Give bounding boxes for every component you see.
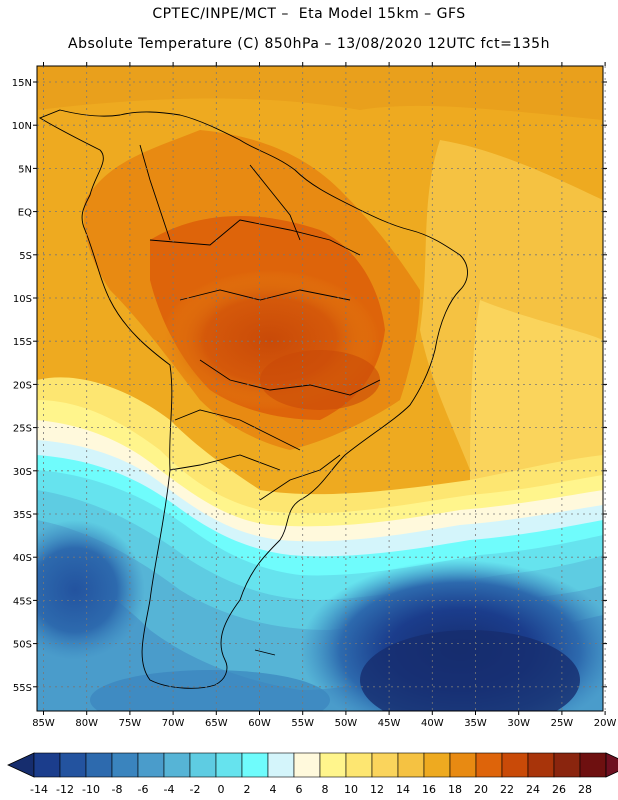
coastline [38, 109, 468, 689]
colorbar-swatch [553, 752, 581, 778]
colorbar-swatch [345, 752, 373, 778]
colorbar-label: -6 [138, 783, 149, 796]
colorbar-label: -14 [30, 783, 48, 796]
lon-label: 25W [551, 718, 574, 729]
colorbar-swatch [475, 752, 503, 778]
lon-label: 40W [421, 718, 444, 729]
lon-label: 45W [378, 718, 401, 729]
colorbar-swatch [215, 752, 243, 778]
lat-label: 15S [13, 337, 32, 348]
chart-subtitle: Absolute Temperature (C) 850hPa – 13/08/… [68, 36, 550, 52]
colorbar-low-arrow [7, 752, 35, 778]
colorbar-high-arrow [605, 752, 618, 778]
colorbar-swatch [163, 752, 191, 778]
lat-label: 25S [13, 424, 32, 435]
colorbar-swatch [319, 752, 347, 778]
colorbar-label: 24 [526, 783, 540, 796]
lon-label: 85W [32, 718, 55, 729]
colorbar-swatch [501, 752, 529, 778]
colorbar-swatch [423, 752, 451, 778]
lon-label: 65W [205, 718, 228, 729]
colorbar-swatch [189, 752, 217, 778]
colorbar-swatch [137, 752, 165, 778]
colorbar-swatch [449, 752, 477, 778]
colorbar-label: -2 [190, 783, 201, 796]
lat-label: 5S [19, 251, 32, 262]
colorbar-label: -10 [82, 783, 100, 796]
colorbar-swatch [371, 752, 399, 778]
lon-label: 35W [464, 718, 487, 729]
lat-label: 5N [18, 164, 32, 175]
colorbar-label: 8 [322, 783, 329, 796]
colorbar-label: 0 [218, 783, 225, 796]
map-frame [36, 65, 604, 712]
colorbar-label: -8 [112, 783, 123, 796]
lat-label: 35S [13, 510, 32, 521]
lat-label: 40S [13, 553, 32, 564]
lon-label: 30W [507, 718, 530, 729]
colorbar-swatch [293, 752, 321, 778]
chart-title: CPTEC/INPE/MCT – Eta Model 15km – GFS [152, 6, 466, 22]
colorbar-label: 16 [422, 783, 436, 796]
colorbar-swatch [85, 752, 113, 778]
colorbar-swatch [59, 752, 87, 778]
lon-label: 80W [75, 718, 98, 729]
lon-label: 70W [162, 718, 185, 729]
colorbar-label: 14 [396, 783, 410, 796]
lat-label: 50S [13, 640, 32, 651]
graticule [37, 66, 606, 711]
lon-label: 60W [248, 718, 271, 729]
colorbar-label: 22 [500, 783, 514, 796]
axis-ticks [33, 62, 607, 715]
temperature-field [37, 66, 603, 711]
colorbar-label: 28 [578, 783, 592, 796]
lat-label: 15N [12, 78, 32, 89]
lon-label: 55W [291, 718, 314, 729]
latitude-labels: 15N 10N 5N EQ 5S 10S 15S 20S 25S 30S 35S 40S 45S 50S 5… [12, 78, 32, 694]
lon-label: 20W [594, 718, 617, 729]
colorbar-label: 26 [552, 783, 566, 796]
colorbar-swatch [241, 752, 269, 778]
lat-label: 55S [13, 683, 32, 694]
colorbar-swatch [397, 752, 425, 778]
lat-label: 20S [13, 380, 32, 391]
lat-label: 10N [12, 121, 32, 132]
colorbar-swatch [527, 752, 555, 778]
colorbar-swatch [579, 752, 607, 778]
lat-label: 45S [13, 596, 32, 607]
lat-label: EQ [18, 208, 32, 219]
colorbar-label: -4 [164, 783, 175, 796]
longitude-labels: 85W 80W 75W 70W 65W 60W 55W 50W 45W 40W 35W 30W 25W 2… [32, 718, 616, 729]
lat-label: 10S [13, 294, 32, 305]
lon-label: 50W [335, 718, 358, 729]
colorbar-swatch [267, 752, 295, 778]
colorbar-label: 20 [474, 783, 488, 796]
colorbar-label: -12 [56, 783, 74, 796]
colorbar-label: 10 [344, 783, 358, 796]
colorbar-label: 4 [270, 783, 277, 796]
colorbar-label: 12 [370, 783, 384, 796]
colorbar-label: 2 [244, 783, 251, 796]
lat-label: 30S [13, 467, 32, 478]
lon-label: 75W [119, 718, 142, 729]
colorbar-swatch [33, 752, 61, 778]
colorbar-label: 18 [448, 783, 462, 796]
color-legend: -14 -12 -10 -8 -6 -4 -2 0 2 4 6 8 10 12 14 16 18 20 22 24 26… [7, 752, 618, 796]
colorbar-label: 6 [296, 783, 303, 796]
colorbar-swatch [111, 752, 139, 778]
